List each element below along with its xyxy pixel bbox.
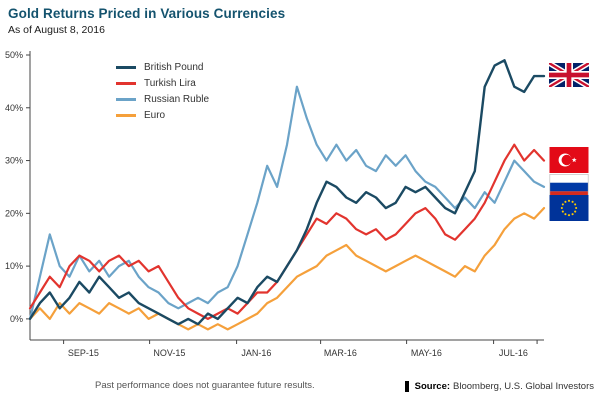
disclaimer-text: Past performance does not guarantee futu… — [95, 380, 315, 391]
legend-label: Turkish Lira — [144, 78, 196, 89]
legend-item: British Pound — [116, 62, 209, 73]
legend-label: British Pound — [144, 62, 204, 73]
legend-line-swatch — [116, 66, 136, 69]
svg-text:JAN-16: JAN-16 — [241, 348, 271, 358]
uk-flag-icon — [547, 60, 591, 90]
source-attribution: Source: Bloomberg, U.S. Global Investors — [404, 381, 594, 392]
chart-header: Gold Returns Priced in Various Currencie… — [8, 6, 285, 36]
svg-text:50%: 50% — [5, 50, 23, 60]
chart-subtitle: As of August 8, 2016 — [8, 24, 105, 36]
legend-line-swatch — [116, 82, 136, 85]
source-divider-bar — [404, 381, 409, 392]
legend: British Pound Turkish Lira Russian Ruble… — [116, 62, 209, 126]
source-text: Bloomberg, U.S. Global Investors — [453, 381, 594, 392]
legend-line-swatch — [116, 98, 136, 101]
svg-text:SEP-15: SEP-15 — [68, 348, 99, 358]
svg-text:40%: 40% — [5, 103, 23, 113]
turkey-flag-icon — [549, 147, 589, 173]
svg-text:NOV-15: NOV-15 — [153, 348, 185, 358]
svg-text:10%: 10% — [5, 261, 23, 271]
svg-text:30%: 30% — [5, 156, 23, 166]
svg-text:0%: 0% — [10, 314, 23, 324]
legend-item: Turkish Lira — [116, 78, 209, 89]
legend-label: Euro — [144, 110, 166, 121]
svg-text:20%: 20% — [5, 208, 23, 218]
svg-text:MAR-16: MAR-16 — [324, 348, 357, 358]
legend-label: Russian Ruble — [144, 94, 210, 105]
legend-item: Euro — [116, 110, 209, 121]
legend-line-swatch — [116, 114, 136, 117]
chart-title: Gold Returns Priced in Various Currencie… — [8, 6, 286, 21]
svg-text:JUL-16: JUL-16 — [499, 348, 528, 358]
eu-flag-icon — [549, 195, 589, 221]
legend-item: Russian Ruble — [116, 94, 209, 105]
source-label: Source: — [414, 381, 451, 392]
svg-text:MAY-16: MAY-16 — [411, 348, 442, 358]
